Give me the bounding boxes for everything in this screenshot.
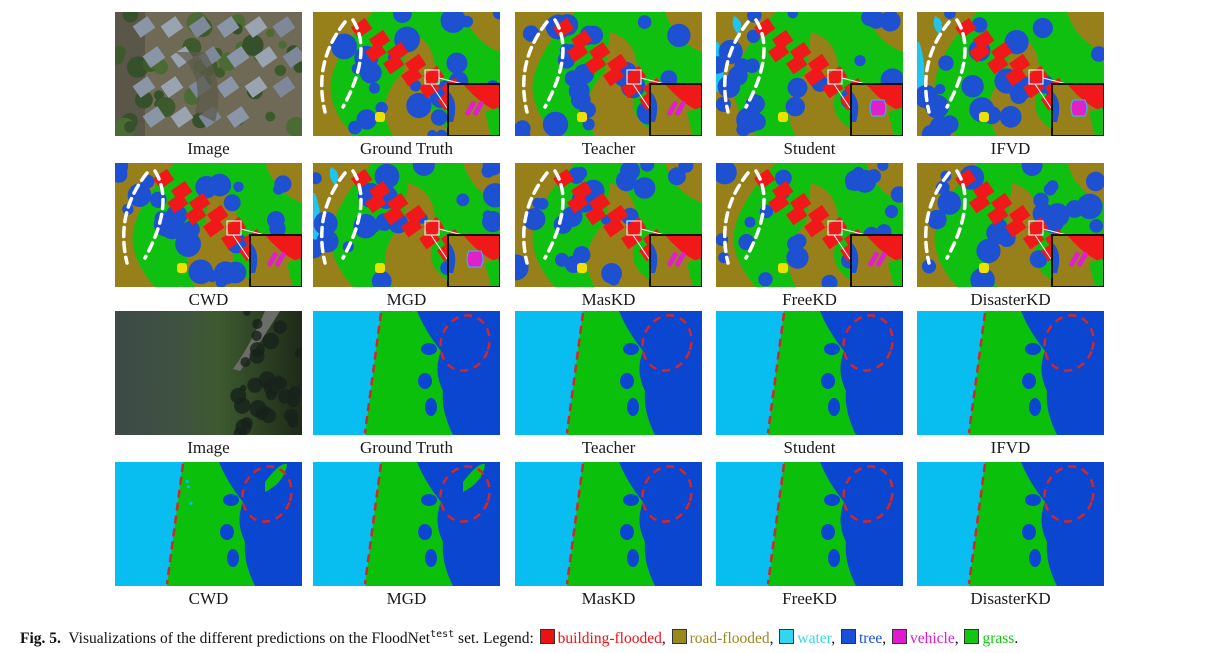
segmentation-map-panel [917, 12, 1104, 136]
legend-label: building-flooded [557, 630, 662, 648]
legend-item-vehicle: vehicle [890, 629, 955, 648]
legend-swatch-icon [840, 629, 856, 645]
panel-label: Ground Truth [359, 139, 454, 158]
panel-label: MasKD [581, 290, 636, 309]
segmentation-map [313, 163, 500, 287]
panel-label: Student [783, 438, 836, 457]
legend-item-building-flooded: building-flooded [538, 629, 662, 648]
segmentation-map [313, 12, 500, 136]
segmentation-map-panel [716, 311, 903, 435]
segmentation-map [515, 311, 702, 435]
segmentation-map [917, 311, 1104, 435]
segmentation-map-panel [313, 462, 500, 586]
segmentation-map-panel [515, 12, 702, 136]
panel-label: Ground Truth [359, 438, 454, 457]
segmentation-map-panel [917, 311, 1104, 435]
segmentation-map [917, 12, 1104, 136]
legend-swatch-icon [891, 629, 907, 645]
segmentation-map-panel [716, 462, 903, 586]
panel-label: IFVD [990, 139, 1031, 158]
segmentation-map-panel [313, 163, 500, 287]
caption-text-after: set. Legend: [458, 630, 534, 648]
panel-label: FreeKD [782, 290, 837, 309]
segmentation-map-panel [115, 462, 302, 586]
segmentation-map [313, 311, 500, 435]
legend-separator: . [1014, 630, 1019, 648]
segmentation-map-panel [515, 311, 702, 435]
legend: building-flooded, road-flooded, water, t… [538, 629, 1019, 648]
caption-text: Visualizations of the different predicti… [68, 630, 431, 648]
panel-label: MGD [386, 589, 427, 608]
segmentation-map [115, 163, 302, 287]
segmentation-map-panel [313, 311, 500, 435]
aerial-photo [115, 12, 302, 136]
legend-label: vehicle [909, 630, 955, 648]
segmentation-map-panel [716, 12, 903, 136]
panel-label: DisasterKD [970, 290, 1051, 309]
panel-label: Image [187, 139, 230, 158]
caption-superscript: test [430, 629, 455, 640]
segmentation-map-panel [917, 462, 1104, 586]
legend-swatch-icon [539, 629, 555, 645]
panel-label: MGD [386, 290, 427, 309]
segmentation-map-panel [917, 163, 1104, 287]
legend-separator: , [769, 630, 778, 648]
segmentation-map [515, 163, 702, 287]
legend-separator: , [882, 630, 890, 648]
panel-label: CWD [188, 290, 229, 309]
panel-label: Teacher [581, 139, 636, 158]
figure-caption: Fig. 5. Visualizations of the different … [20, 629, 1018, 648]
segmentation-map-panel [313, 12, 500, 136]
segmentation-map-panel [515, 163, 702, 287]
legend-swatch-icon [964, 629, 980, 645]
panel-label: Image [187, 438, 230, 457]
segmentation-map [716, 163, 903, 287]
legend-swatch-icon [779, 629, 795, 645]
segmentation-map [716, 311, 903, 435]
segmentation-map [313, 462, 500, 586]
legend-item-water: water [777, 629, 832, 648]
segmentation-map [917, 462, 1104, 586]
segmentation-map [515, 12, 702, 136]
segmentation-map [716, 12, 903, 136]
legend-label: water [797, 630, 832, 648]
panel-label: CWD [188, 589, 229, 608]
figure-number: Fig. 5. [20, 630, 61, 648]
segmentation-map [917, 163, 1104, 287]
legend-label: road-flooded [689, 630, 770, 648]
input-image-panel [115, 12, 302, 136]
segmentation-map-panel [716, 163, 903, 287]
panel-label: DisasterKD [970, 589, 1051, 608]
segmentation-map [115, 462, 302, 586]
legend-item-grass: grass [962, 629, 1015, 648]
panel-label: FreeKD [782, 589, 837, 608]
legend-swatch-icon [671, 629, 687, 645]
legend-item-tree: tree [839, 629, 883, 648]
segmentation-map-panel [115, 163, 302, 287]
segmentation-map [716, 462, 903, 586]
segmentation-map [515, 462, 702, 586]
aerial-photo [115, 311, 302, 435]
legend-separator: , [831, 630, 839, 648]
panel-label: MasKD [581, 589, 636, 608]
legend-label: tree [858, 630, 883, 648]
panel-label: Student [783, 139, 836, 158]
segmentation-map-panel [515, 462, 702, 586]
legend-label: grass [982, 630, 1015, 648]
legend-separator: , [954, 630, 963, 648]
input-image-panel [115, 311, 302, 435]
legend-item-road-flooded: road-flooded [670, 629, 770, 648]
panel-label: IFVD [990, 438, 1031, 457]
panel-label: Teacher [581, 438, 636, 457]
legend-separator: , [661, 630, 670, 648]
